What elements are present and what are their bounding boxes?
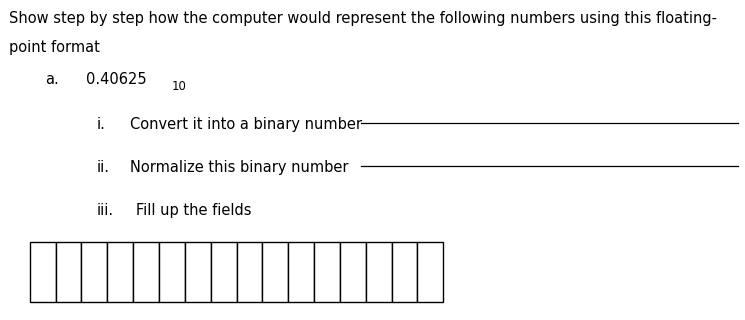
Text: 0.40625: 0.40625 xyxy=(86,72,146,87)
Text: a.: a. xyxy=(45,72,58,87)
Text: Show step by step how the computer would represent the following numbers using t: Show step by step how the computer would… xyxy=(9,11,717,26)
Text: i.: i. xyxy=(97,117,106,132)
Text: ii.: ii. xyxy=(97,160,110,175)
Text: point format: point format xyxy=(9,40,100,55)
Text: Convert it into a binary number: Convert it into a binary number xyxy=(130,117,362,132)
Text: 10: 10 xyxy=(171,80,186,93)
Text: Fill up the fields: Fill up the fields xyxy=(136,203,252,218)
Text: iii.: iii. xyxy=(97,203,114,218)
Text: Normalize this binary number: Normalize this binary number xyxy=(130,160,349,175)
